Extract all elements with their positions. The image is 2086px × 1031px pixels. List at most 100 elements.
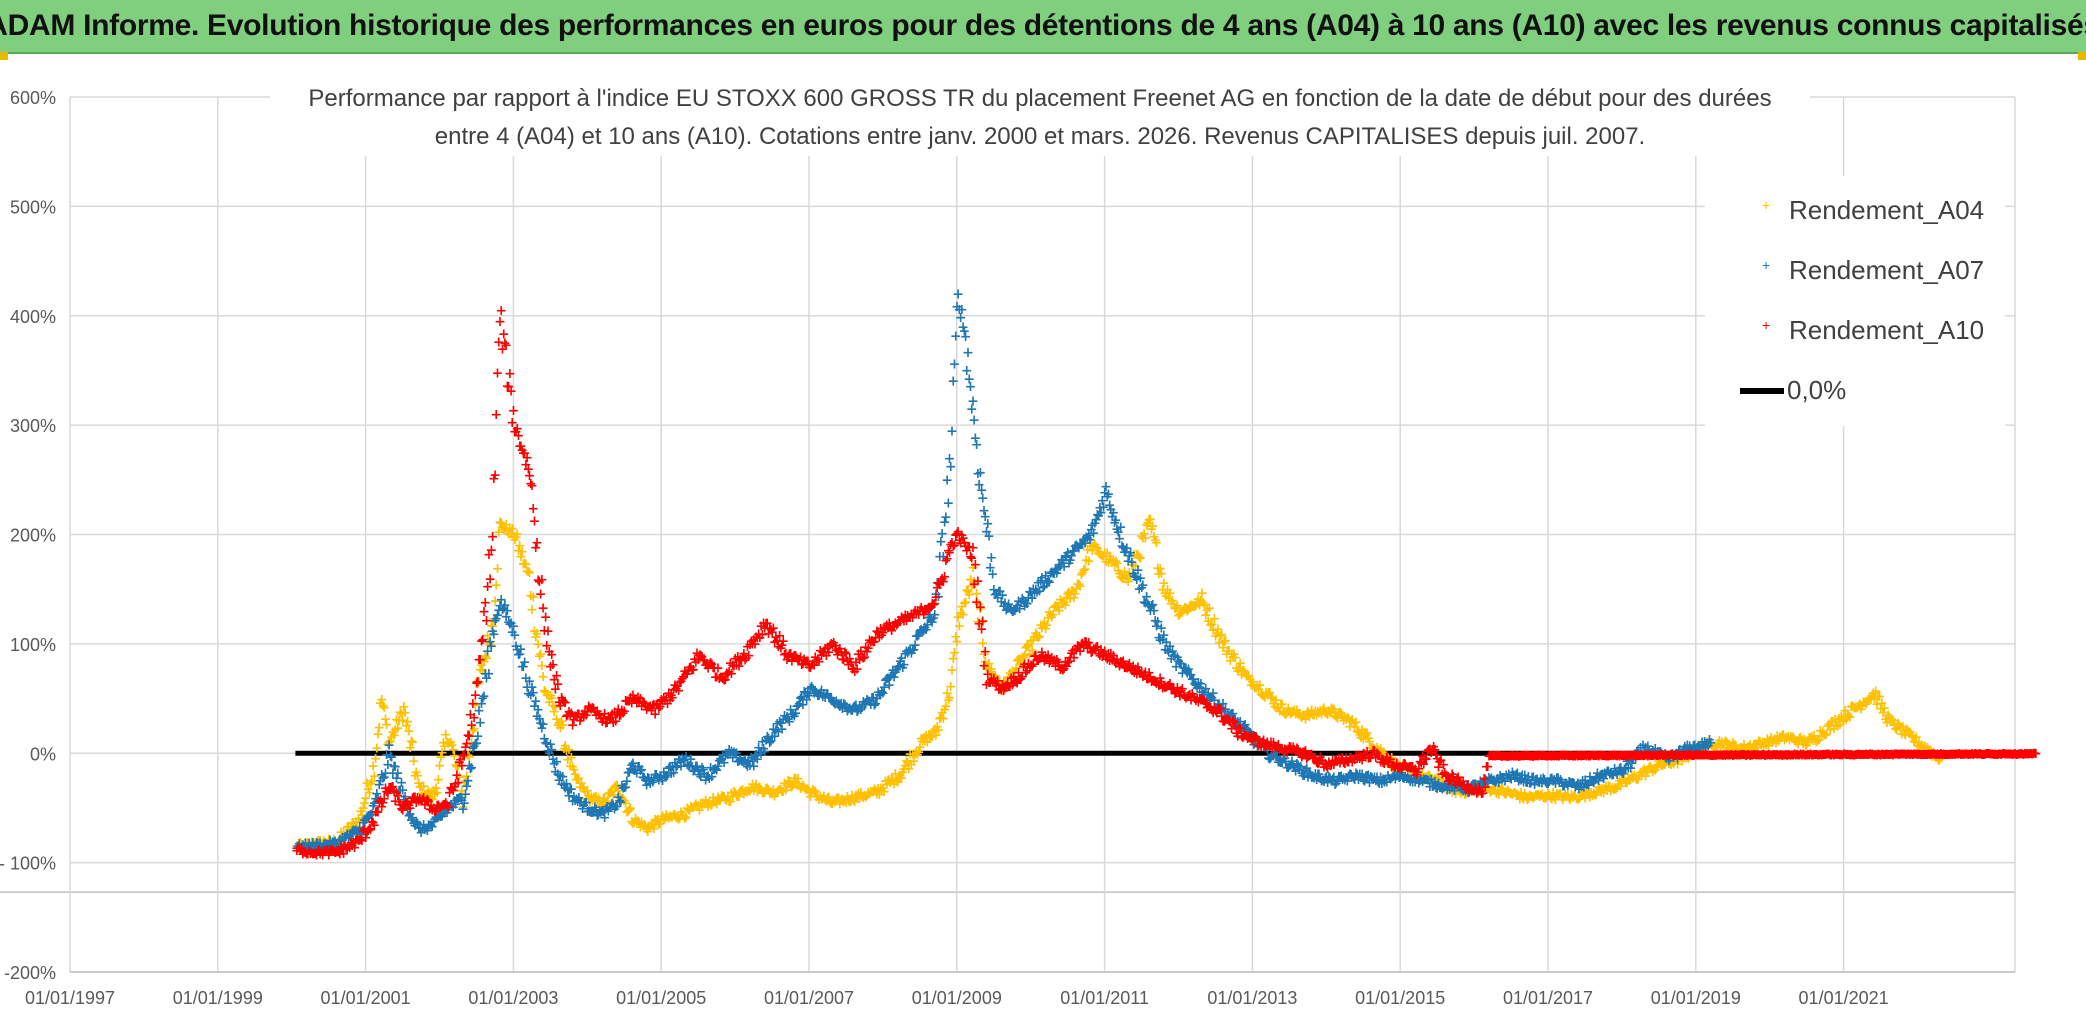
data-point: + bbox=[1888, 718, 1900, 734]
data-point: + bbox=[529, 624, 541, 640]
data-point: + bbox=[1376, 748, 1388, 764]
data-point: + bbox=[536, 572, 548, 588]
data-point: + bbox=[1568, 788, 1580, 804]
data-point: + bbox=[500, 338, 512, 354]
data-point: + bbox=[1043, 605, 1055, 621]
data-point: + bbox=[1420, 770, 1432, 786]
data-point: + bbox=[301, 836, 313, 852]
data-point: + bbox=[995, 682, 1007, 698]
data-point: + bbox=[1807, 733, 1819, 749]
data-point: + bbox=[1693, 737, 1705, 753]
data-point: + bbox=[567, 759, 579, 775]
data-point: + bbox=[1668, 757, 1680, 773]
data-point: + bbox=[875, 781, 887, 797]
data-point: + bbox=[1408, 771, 1420, 787]
data-point: + bbox=[1859, 695, 1871, 711]
data-point: + bbox=[388, 727, 400, 743]
data-point: + bbox=[1444, 775, 1456, 791]
data-point: + bbox=[1258, 688, 1270, 704]
data-point: + bbox=[1402, 763, 1414, 779]
data-point: + bbox=[750, 777, 762, 793]
data-point: + bbox=[663, 811, 675, 827]
data-point: + bbox=[918, 730, 930, 746]
data-point: + bbox=[488, 627, 500, 643]
data-point: + bbox=[963, 587, 975, 603]
data-point: + bbox=[1106, 555, 1118, 571]
data-point: + bbox=[1808, 728, 1820, 744]
data-point: + bbox=[1531, 788, 1543, 804]
data-point: + bbox=[1732, 741, 1744, 757]
data-point: + bbox=[1275, 696, 1287, 712]
data-point: + bbox=[1401, 759, 1413, 775]
data-point: + bbox=[1042, 610, 1054, 626]
data-point: + bbox=[535, 647, 547, 663]
data-point: + bbox=[1359, 725, 1371, 741]
data-point: + bbox=[412, 768, 424, 784]
data-point: + bbox=[1224, 653, 1236, 669]
data-point: + bbox=[922, 735, 934, 751]
data-point: + bbox=[542, 687, 554, 703]
data-point: + bbox=[1212, 622, 1224, 638]
data-point: + bbox=[355, 803, 367, 819]
data-point: + bbox=[1611, 780, 1623, 796]
data-point: + bbox=[1068, 590, 1080, 606]
data-point: + bbox=[1206, 616, 1218, 632]
data-point: + bbox=[974, 465, 986, 481]
data-point: + bbox=[793, 778, 805, 794]
data-point: + bbox=[1030, 626, 1042, 642]
data-point: + bbox=[915, 731, 927, 747]
data-point: + bbox=[420, 787, 432, 803]
data-point: + bbox=[1840, 712, 1852, 728]
data-point: + bbox=[318, 833, 330, 849]
data-point: + bbox=[877, 781, 889, 797]
data-point: + bbox=[1096, 548, 1108, 564]
data-point: + bbox=[1748, 737, 1760, 753]
x-tick-label: 01/01/2007 bbox=[764, 988, 854, 1008]
data-point: + bbox=[423, 784, 435, 800]
data-point: + bbox=[414, 779, 426, 795]
data-point: + bbox=[827, 796, 839, 812]
data-point: + bbox=[499, 520, 511, 536]
data-point: + bbox=[471, 674, 483, 690]
data-point: + bbox=[1227, 650, 1239, 666]
data-point: + bbox=[433, 772, 445, 788]
data-point: + bbox=[998, 674, 1010, 690]
data-point: + bbox=[792, 771, 804, 787]
data-point: + bbox=[333, 834, 345, 850]
data-point: + bbox=[1440, 775, 1452, 791]
data-point: + bbox=[1260, 685, 1272, 701]
data-point: + bbox=[1917, 739, 1929, 755]
data-point: + bbox=[1115, 569, 1127, 585]
data-point: + bbox=[1577, 788, 1589, 804]
data-point: + bbox=[1195, 593, 1207, 609]
data-point: + bbox=[761, 780, 773, 796]
data-point: + bbox=[1636, 768, 1648, 784]
data-point: + bbox=[813, 792, 825, 808]
data-point: + bbox=[1489, 782, 1501, 798]
data-point: + bbox=[1674, 749, 1686, 765]
data-point: + bbox=[1685, 741, 1697, 757]
data-point: + bbox=[1786, 730, 1798, 746]
data-point: + bbox=[521, 564, 533, 580]
data-point: + bbox=[1196, 585, 1208, 601]
data-point: + bbox=[1871, 697, 1883, 713]
data-point: + bbox=[1362, 730, 1374, 746]
data-point: + bbox=[497, 520, 509, 536]
data-point: + bbox=[1133, 549, 1145, 565]
data-point: + bbox=[1217, 640, 1229, 656]
data-point: + bbox=[1768, 733, 1780, 749]
data-point: + bbox=[291, 838, 303, 854]
data-point: + bbox=[987, 566, 999, 582]
data-point: + bbox=[1279, 706, 1291, 722]
data-point: + bbox=[1456, 785, 1468, 801]
data-point: + bbox=[1499, 787, 1511, 803]
data-point: + bbox=[1073, 576, 1085, 592]
data-point: + bbox=[583, 788, 595, 804]
data-point: + bbox=[675, 805, 687, 821]
data-point: + bbox=[1003, 669, 1015, 685]
data-point: + bbox=[1332, 711, 1344, 727]
data-point: + bbox=[784, 774, 796, 790]
data-point: + bbox=[1164, 585, 1176, 601]
data-point: + bbox=[1919, 738, 1931, 754]
data-point: + bbox=[610, 778, 622, 794]
